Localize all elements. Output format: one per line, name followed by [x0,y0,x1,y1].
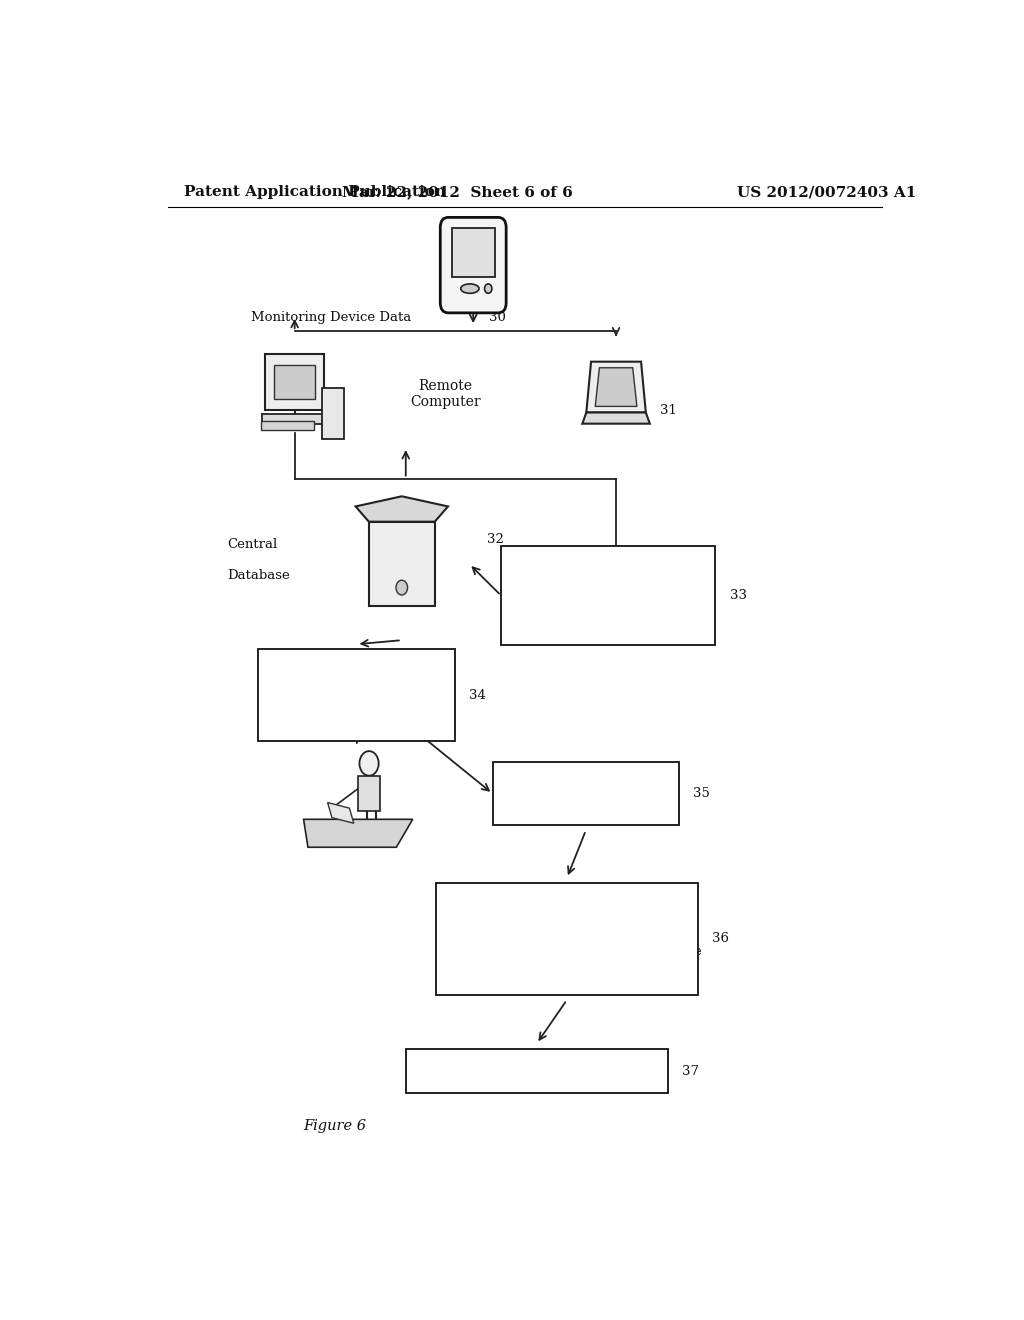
Text: secure transactional stamp.: secure transactional stamp. [509,615,683,628]
Text: data,   secure   transactional   stamp(s),: data, secure transactional stamp(s), [443,920,692,933]
Polygon shape [355,496,449,521]
Text: transactional data to provide a: transactional data to provide a [509,589,701,602]
FancyBboxPatch shape [273,366,315,399]
Text: 37: 37 [682,1065,699,1077]
Circle shape [484,284,492,293]
FancyBboxPatch shape [369,521,435,606]
FancyBboxPatch shape [440,218,506,313]
Text: 30: 30 [489,312,506,325]
Circle shape [359,751,379,776]
Polygon shape [583,412,650,424]
FancyBboxPatch shape [501,545,715,645]
Text: converted into text and/or: converted into text and/or [266,689,429,701]
Text: Remote
Computer: Remote Computer [411,379,480,409]
Circle shape [396,581,408,595]
Text: 32: 32 [486,533,504,546]
Ellipse shape [461,284,479,293]
Text: Database: Database [227,569,290,582]
FancyBboxPatch shape [436,883,697,995]
Text: 35: 35 [693,787,711,800]
Text: Data  is  reviewed  for: Data is reviewed for [501,775,638,788]
Polygon shape [303,820,413,847]
Text: errors,: errors, [443,970,486,983]
Text: Data  is  extracted  and: Data is extracted and [266,663,412,675]
Polygon shape [595,368,637,407]
Text: Central: Central [227,539,278,552]
Text: 33: 33 [729,589,746,602]
Text: violations, and hardware and/or software: violations, and hardware and/or software [443,945,701,958]
FancyBboxPatch shape [265,354,325,411]
Text: Patent Application Publication: Patent Application Publication [183,185,445,199]
Text: Pair  said  data  with  secure: Pair said data with secure [509,562,687,576]
FancyBboxPatch shape [452,228,495,277]
FancyBboxPatch shape [493,762,679,825]
Text: Provide report to authorized third party.: Provide report to authorized third party… [414,1065,665,1077]
Text: US 2012/0072403 A1: US 2012/0072403 A1 [736,185,916,199]
FancyBboxPatch shape [323,388,344,440]
Text: violations and/or errors.: violations and/or errors. [501,801,651,814]
FancyBboxPatch shape [406,1049,668,1093]
Text: Figure 6: Figure 6 [303,1119,366,1133]
Text: Monitoring Device Data: Monitoring Device Data [251,312,412,325]
Text: 36: 36 [712,932,729,945]
FancyBboxPatch shape [258,649,455,741]
FancyBboxPatch shape [261,421,314,430]
Text: Mar. 22, 2012  Sheet 6 of 6: Mar. 22, 2012 Sheet 6 of 6 [342,185,572,199]
Text: 34: 34 [469,689,486,701]
Polygon shape [358,776,380,810]
FancyBboxPatch shape [262,413,328,424]
Polygon shape [587,362,646,412]
Text: 31: 31 [659,404,677,417]
Polygon shape [328,803,353,824]
Text: HTML code.: HTML code. [266,715,343,729]
Text: Compile  report  comprising  monitoring: Compile report comprising monitoring [443,895,696,907]
